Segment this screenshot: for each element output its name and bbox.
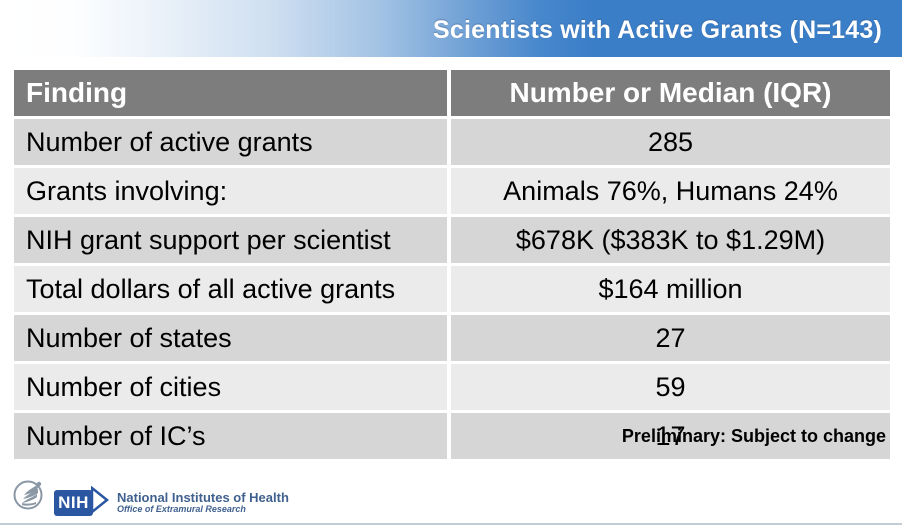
org-text-block: National Institutes of Health Office of …: [117, 491, 289, 514]
value-cell: 27: [451, 315, 890, 361]
finding-cell: Number of cities: [14, 364, 447, 410]
value-cell: $678K ($383K to $1.29M): [451, 217, 890, 263]
bottom-border-line: [0, 523, 902, 525]
value-cell: $164 million: [451, 266, 890, 312]
finding-cell: Number of IC’s: [14, 413, 447, 459]
column-header-value: Number or Median (IQR): [451, 70, 890, 116]
column-header-finding: Finding: [14, 70, 447, 116]
value-cell: 17: [451, 413, 890, 459]
finding-cell: NIH grant support per scientist: [14, 217, 447, 263]
disclaimer-text: Preliminary: Subject to change: [621, 426, 886, 446]
page-title: Scientists with Active Grants (N=143): [433, 15, 882, 44]
value-cell: Animals 76%, Humans 24%: [451, 168, 890, 214]
footer: Preliminary: Subject to change NIH Natio…: [0, 426, 902, 528]
nih-logo: NIH National Institutes of Health Office…: [54, 485, 289, 519]
org-subtitle: Office of Extramural Research: [117, 503, 246, 514]
finding-cell: Number of active grants: [14, 119, 447, 165]
org-name: National Institutes of Health: [117, 489, 289, 505]
nih-logo-text: NIH: [54, 489, 93, 516]
finding-cell: Number of states: [14, 315, 447, 361]
findings-table: Finding Number or Median (IQR) Number of…: [14, 70, 890, 459]
hhs-eagle-logo-icon: [12, 475, 50, 522]
finding-cell: Total dollars of all active grants: [14, 266, 447, 312]
finding-cell: Grants involving:: [14, 168, 447, 214]
header-band: Scientists with Active Grants (N=143): [0, 0, 902, 57]
value-cell: 285: [451, 119, 890, 165]
chevron-right-icon: [90, 485, 111, 519]
value-cell: 59: [451, 364, 890, 410]
